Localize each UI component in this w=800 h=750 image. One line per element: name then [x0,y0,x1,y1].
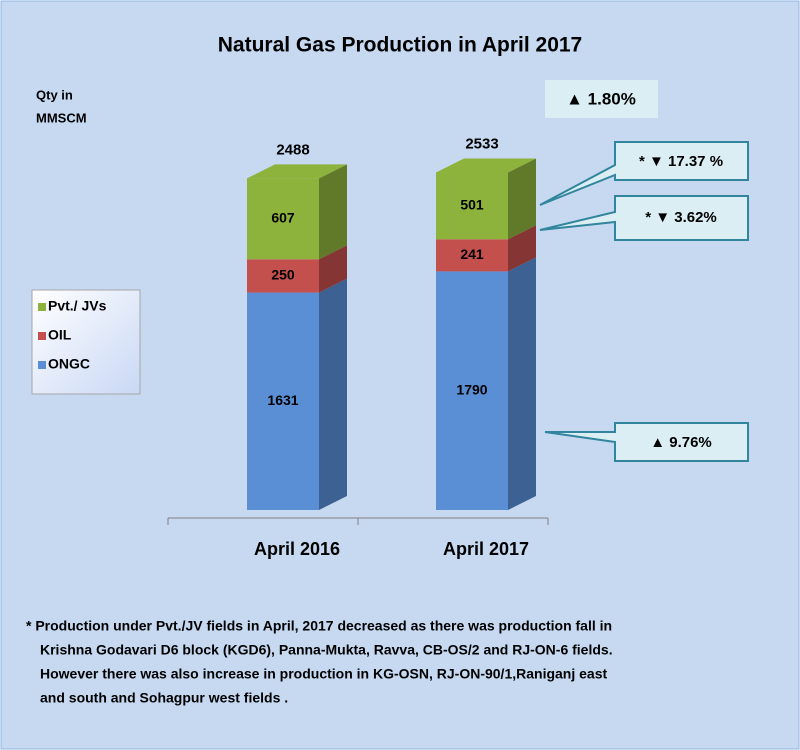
callout [544,422,749,462]
annotation: ▲ 9.76% [650,434,712,451]
callout [539,141,749,206]
data-label: 250 [271,267,295,283]
bar-top [247,164,347,179]
bar-segment [247,178,319,260]
footnote: However there was also increase in produ… [40,666,607,682]
legend-label: OIL [48,327,72,343]
footnote: * Production under Pvt./JV fields in Apr… [26,618,612,634]
legend-label: Pvt./ JVs [48,298,107,314]
legend-swatch [38,303,46,311]
callout [539,195,749,241]
bar-side [508,158,536,240]
footnote: and south and Sohagpur west fields . [40,690,288,706]
bar-segment [436,271,508,510]
bar-side [319,164,347,260]
data-label: 1790 [456,381,487,397]
y-label: MMSCM [36,110,87,125]
legend-swatch [38,361,46,369]
data-label: 501 [460,197,484,213]
footnote: Krishna Godavari D6 block (KGD6), Panna-… [40,642,613,658]
bar-segment [247,259,319,293]
bar-segment [436,172,508,240]
bar-segment [247,292,319,510]
bar-side [319,278,347,510]
x-tick-label: April 2017 [443,539,529,559]
annotation: * ▼ 17.37 % [639,153,723,170]
bar-segment [436,239,508,272]
annotation: * ▼ 3.62% [645,209,717,226]
chart-title: Natural Gas Production in April 2017 [218,34,582,57]
bar-side [319,245,347,293]
x-tick-label: April 2016 [254,539,340,559]
annotation: ▲ 1.80% [566,89,636,108]
legend-box [31,289,141,395]
data-label: 241 [460,246,484,262]
y-label: Qty in [36,87,73,102]
legend-swatch [38,332,46,340]
total-label: 2533 [465,135,498,152]
data-label: 607 [271,210,295,226]
callout [545,80,658,118]
data-label: 1631 [267,392,298,408]
bar-side [508,257,536,510]
total-label: 2488 [276,141,309,158]
legend-label: ONGC [48,356,90,372]
bar-side [508,225,536,272]
bar-top [436,158,536,173]
